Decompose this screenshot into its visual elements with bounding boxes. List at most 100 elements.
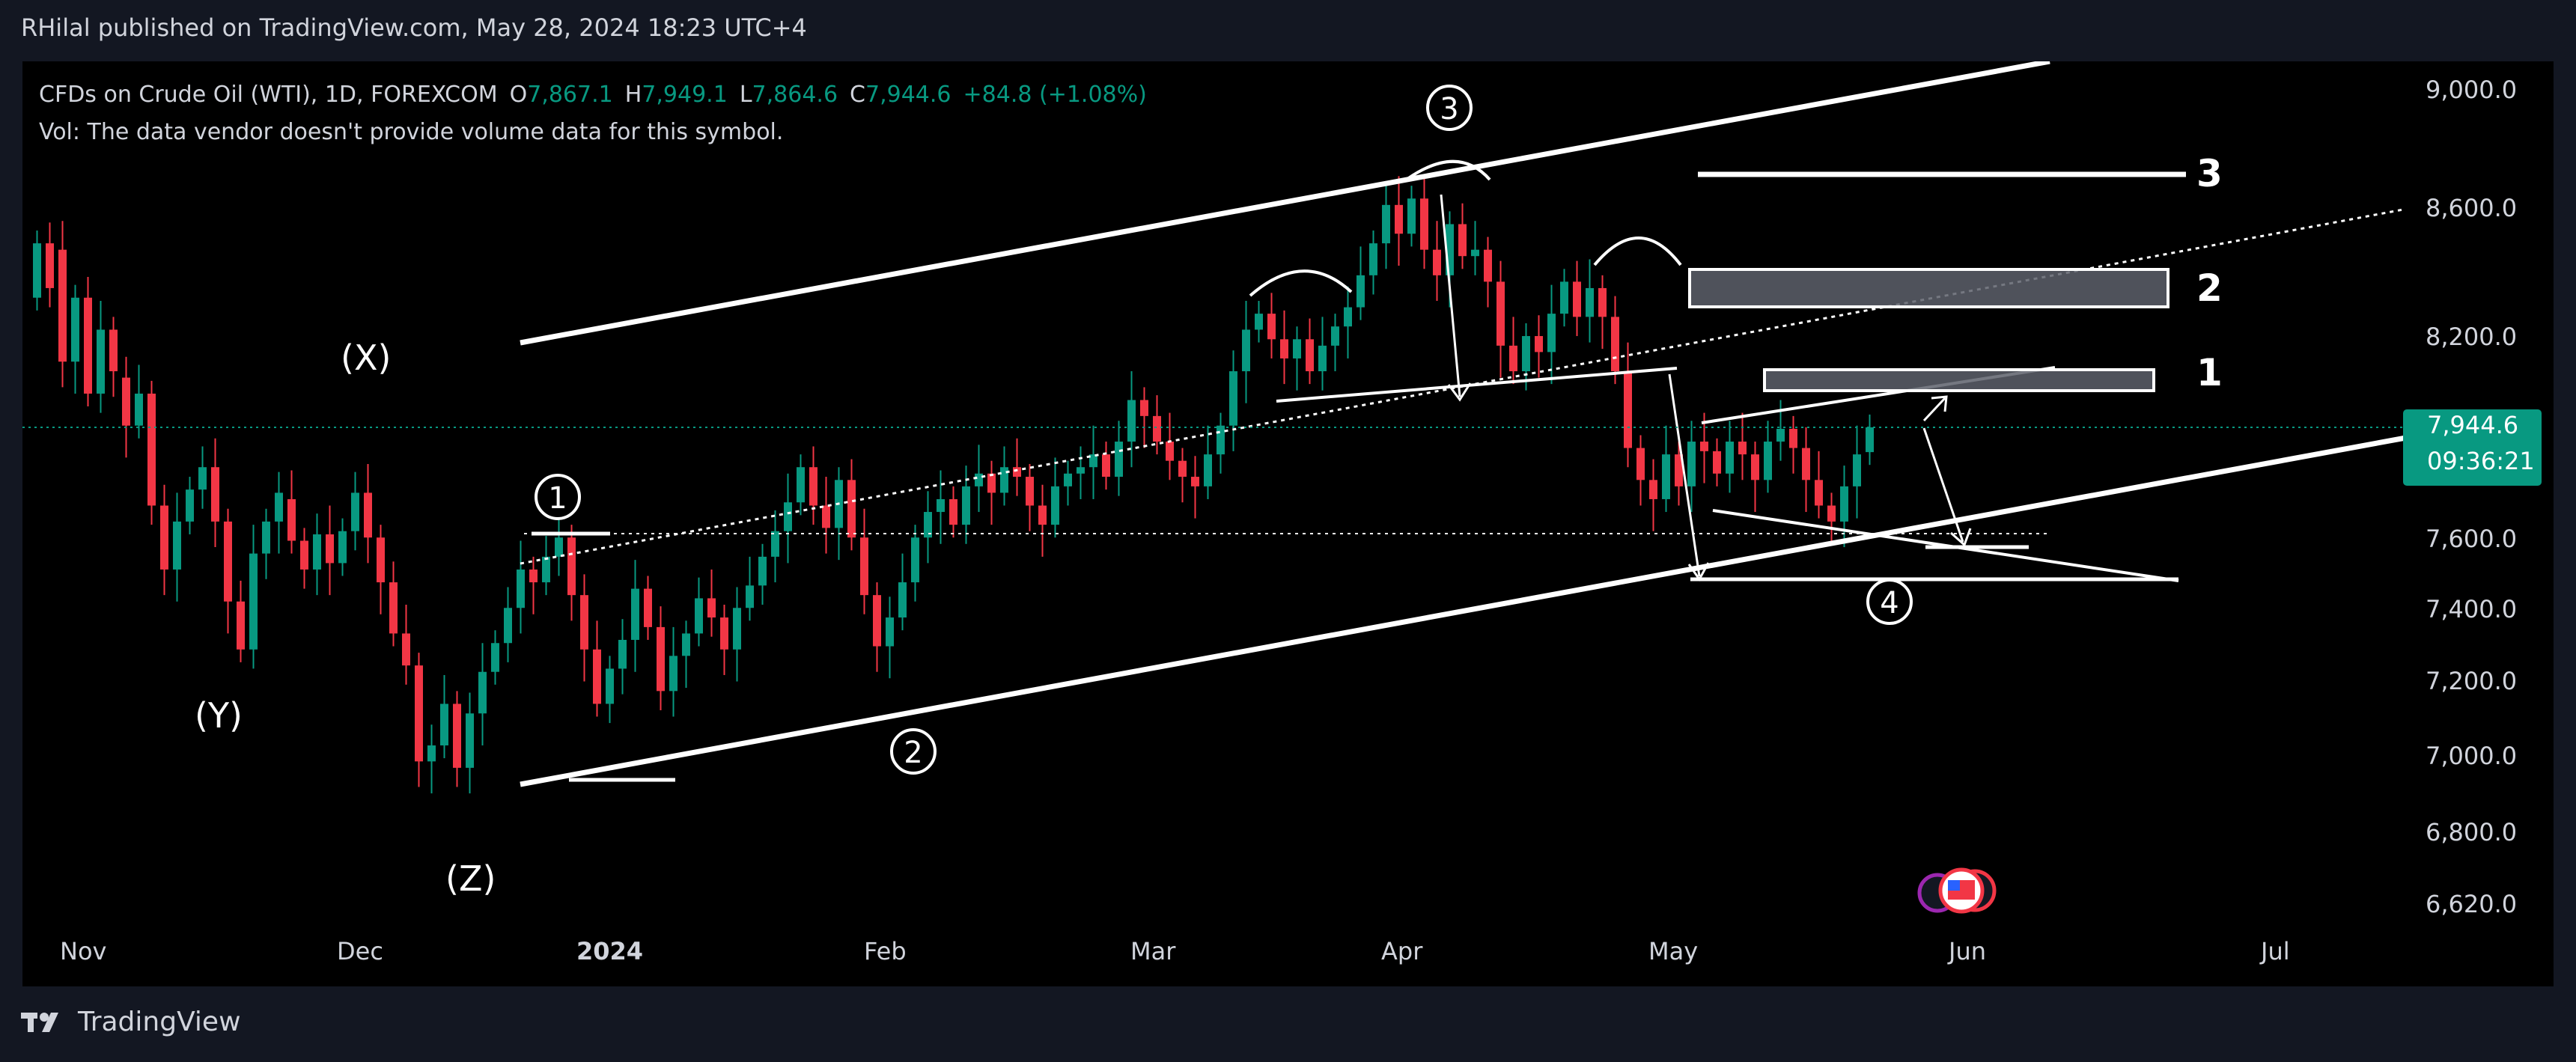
candle-body (1586, 287, 1594, 317)
candle-body (949, 498, 957, 525)
head-arc (1406, 159, 1491, 181)
candle-body (555, 537, 563, 557)
events-icon[interactable] (1917, 867, 1997, 914)
candle-body (1293, 339, 1301, 358)
candle-body (618, 639, 627, 669)
target-label-1: 1 (2196, 351, 2223, 394)
candle-body (784, 502, 792, 531)
candle-body (529, 569, 538, 583)
candle-body (746, 585, 754, 608)
candle-body (682, 633, 690, 656)
shoulder-arc-right (1593, 236, 1682, 266)
legend-open-value: 7,867.1 (527, 82, 613, 108)
candle-body (135, 393, 143, 426)
candle-body (1318, 345, 1327, 372)
candle-body (1267, 314, 1276, 340)
annotation-layer (520, 61, 2419, 787)
candle-body (644, 588, 652, 627)
candle-body (593, 649, 601, 704)
price-axis-label: 6,800.0 (2426, 818, 2517, 846)
arrow-up-target (1922, 395, 1948, 422)
candle-body (186, 489, 194, 522)
price-axis-label: 7,400.0 (2426, 595, 2517, 623)
candle-body (1306, 339, 1314, 372)
candle-body (262, 521, 270, 554)
candle-body (657, 626, 665, 692)
candle-body (504, 608, 512, 644)
tradingview-logo[interactable]: TradingView (21, 1007, 241, 1037)
candle-body (873, 595, 881, 647)
candle-body (1815, 480, 1823, 506)
candle-body (606, 668, 614, 704)
candle-body (1624, 371, 1632, 448)
target-1-zone (1763, 368, 2155, 392)
candle-body (173, 521, 181, 570)
time-axis-label: Jul (2259, 937, 2290, 965)
wave-label-z: (Z) (445, 858, 496, 899)
candle-body (1000, 467, 1008, 493)
time-axis-label: Nov (60, 937, 106, 965)
candle-body (1038, 505, 1047, 525)
last-price-badge: 7,944.6 09:36:21 (2403, 409, 2542, 486)
candle-body (886, 617, 894, 647)
price-axis-label: 7,600.0 (2426, 525, 2517, 553)
candle-body (453, 704, 461, 768)
candle-body (1153, 415, 1161, 442)
candle-body (109, 329, 118, 372)
candle-body (440, 704, 448, 745)
candle-body (924, 512, 932, 538)
chart-canvas[interactable]: CFDs on Crude Oil (WTI), 1D, FOREXCOM O7,… (22, 61, 2554, 986)
candle-body (1242, 329, 1250, 372)
candle-body (1013, 467, 1021, 477)
candle-body (84, 297, 92, 394)
candle-body (1471, 249, 1479, 257)
candle-body (1547, 314, 1556, 353)
target-labels: 3 2 1 (2196, 152, 2223, 394)
candle-body (631, 588, 639, 640)
wave-labels: (X) (Y) (Z) (195, 338, 496, 899)
candle-body (1204, 454, 1212, 486)
target-label-2: 2 (2196, 266, 2223, 310)
target-2-zone (1688, 268, 2169, 308)
time-axis-label: Mar (1130, 937, 1176, 965)
candle-body (71, 297, 79, 362)
candle-body (1051, 486, 1059, 525)
candle-body (797, 467, 805, 503)
candle-body (364, 492, 372, 538)
time-axis[interactable]: Nov Dec 2024 Feb Mar Apr May Jun Jul (60, 937, 2290, 965)
candle-body (389, 582, 398, 634)
candle-body (1077, 467, 1085, 474)
candle-body (1573, 281, 1581, 317)
candle-body (937, 498, 945, 513)
legend-high-value: 7,949.1 (642, 82, 728, 108)
candle-body (1700, 442, 1708, 451)
candle-body (160, 505, 168, 570)
candle-body (1687, 442, 1696, 486)
candle-body (1751, 454, 1759, 480)
candle-body (1255, 314, 1263, 330)
candle-body (46, 243, 54, 288)
candle-body (402, 633, 410, 666)
candle-body (822, 505, 830, 528)
arrow-head-to-neckline (1440, 194, 1472, 402)
candle-body (1446, 224, 1454, 275)
candle-body (147, 393, 156, 506)
price-axis-label: 9,000.0 (2426, 76, 2517, 104)
candle-body (695, 598, 703, 634)
candle-body (1166, 442, 1174, 461)
time-axis-label: Dec (337, 937, 383, 965)
candle-body (1484, 249, 1492, 282)
wave-label-x: (X) (341, 338, 391, 378)
candle-body (338, 531, 347, 564)
candle-body (58, 249, 67, 362)
chart-legend: CFDs on Crude Oil (WTI), 1D, FOREXCOM O7,… (39, 82, 1147, 145)
candle-body (1776, 428, 1785, 442)
candle-body (898, 582, 907, 618)
tradingview-logo-icon (21, 1012, 58, 1032)
wave-label-y: (Y) (195, 695, 243, 736)
time-axis-label: Apr (1381, 937, 1423, 965)
arrow-drop-to-wave4 (1668, 373, 1710, 582)
time-axis-label: 2024 (576, 937, 643, 965)
candle-body (326, 534, 334, 564)
candle-body (1356, 275, 1365, 308)
